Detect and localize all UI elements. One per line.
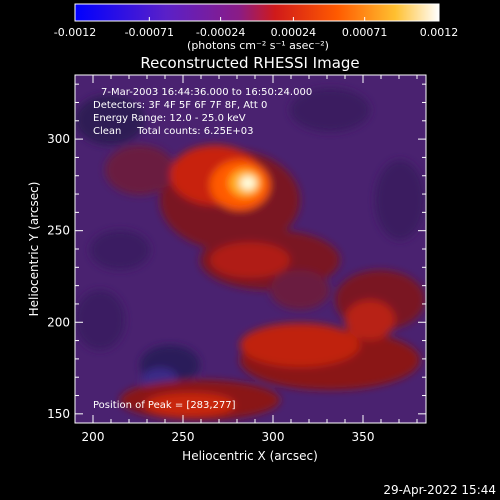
chart-title: Reconstructed RHESSI Image [140,54,359,72]
y-tick-label: 300 [47,132,70,146]
y-axis-label: Heliocentric Y (arcsec) [27,182,41,317]
x-tick-label: 250 [172,430,195,444]
annotation-detectors: Detectors: 3F 4F 5F 6F 7F 8F, Att 0 [93,100,267,111]
colorbar-tick-label: -0.0012 [54,26,96,39]
footer-timestamp: 29-Apr-2022 15:44 [383,483,496,497]
y-tick-label: 150 [47,407,70,421]
annotation-counts: Clean Total counts: 6.25E+03 [93,126,253,137]
colorbar-tick-label: -0.00071 [125,26,174,39]
colorbar [74,3,440,22]
colorbar-tick-label: -0.00024 [196,26,245,39]
y-axis-ticks: 150 200 250 300 [47,83,426,421]
colorbar-units: (photons cm⁻² s⁻¹ asec⁻²) [187,39,329,52]
x-tick-label: 350 [352,430,375,444]
x-tick-label: 300 [262,430,285,444]
heatmap-image [75,88,425,420]
x-tick-label: 200 [82,430,105,444]
annotation-time: 7-Mar-2003 16:44:36.000 to 16:50:24.000 [101,87,312,98]
colorbar-tick-label: 0.00024 [271,26,317,39]
annotation-energy: Energy Range: 12.0 - 25.0 keV [93,113,246,124]
colorbar-ticks: -0.0012 -0.00071 -0.00024 0.00024 0.00071 0.0… [54,17,458,39]
x-axis-ticks: 200 250 300 350 [74,75,418,444]
annotation-peak: Position of Peak = [283,277] [93,400,236,411]
x-axis-label: Heliocentric X (arcsec) [182,449,318,463]
y-tick-label: 250 [47,224,70,238]
colorbar-tick-label: 0.00071 [342,26,388,39]
colorbar-tick-label: 0.0012 [420,26,459,39]
annotations: 7-Mar-2003 16:44:36.000 to 16:50:24.000 … [93,87,312,411]
y-tick-label: 200 [47,315,70,329]
